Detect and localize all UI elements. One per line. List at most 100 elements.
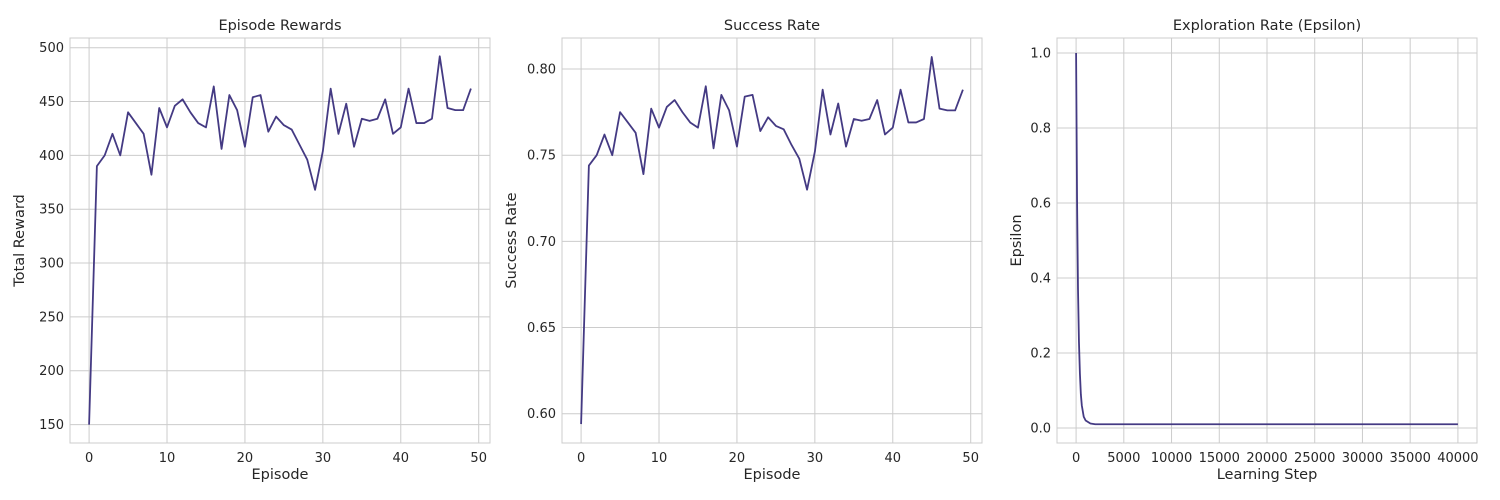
data-point (1075, 52, 1076, 53)
x-tick-label: 40 (885, 451, 902, 466)
x-axis-label: Episode (252, 467, 309, 483)
x-tick-label: 10000 (1151, 451, 1192, 466)
x-tick-label: 40 (393, 451, 410, 466)
data-point (690, 122, 691, 123)
data-point (1085, 420, 1086, 421)
data-point (205, 127, 206, 128)
data-point (682, 112, 683, 113)
data-point (1077, 289, 1078, 290)
data-point (1457, 424, 1458, 425)
data-point (1362, 424, 1363, 425)
data-point (377, 118, 378, 119)
data-point (213, 86, 214, 87)
data-point (135, 122, 136, 123)
chart-3: 0 5000 10000 15000 20000 25000 30000 35000 40000… (1009, 18, 1479, 483)
data-point (853, 118, 854, 119)
data-point (892, 127, 893, 128)
x-tick-label: 0 (577, 451, 585, 466)
y-tick-label: 0.80 (527, 63, 556, 78)
data-point (736, 146, 737, 147)
data-point (408, 88, 409, 89)
data-point (877, 99, 878, 100)
data-point (127, 112, 128, 113)
y-tick-label: 450 (39, 95, 64, 110)
y-tick-label: 400 (39, 149, 64, 164)
data-point (276, 116, 277, 117)
y-tick-label: 0.6 (1030, 197, 1051, 212)
y-tick-label: 0.4 (1030, 272, 1051, 287)
y-tick-label: 350 (39, 203, 64, 218)
y-axis-label: Epsilon (1009, 214, 1025, 266)
data-point (96, 166, 97, 167)
x-tick-label: 10 (159, 451, 176, 466)
plot-frame (561, 37, 983, 444)
series-line (88, 55, 472, 425)
plot-frame (1056, 37, 1478, 444)
data-point (916, 122, 917, 123)
x-tick-label: 25000 (1294, 451, 1335, 466)
data-point (752, 94, 753, 95)
data-point (1123, 424, 1124, 425)
data-point (1171, 424, 1172, 425)
data-point (884, 134, 885, 135)
x-tick-label: 50 (962, 451, 979, 466)
data-point (431, 118, 432, 119)
data-point (1076, 199, 1077, 200)
data-point (923, 118, 924, 119)
data-point (330, 88, 331, 89)
x-tick-label: 40000 (1437, 451, 1478, 466)
data-point (845, 146, 846, 147)
x-tick-label: 30 (315, 451, 332, 466)
y-tick-label: 0.65 (527, 321, 556, 336)
data-point (908, 122, 909, 123)
data-point (612, 155, 613, 156)
data-point (244, 146, 245, 147)
data-point (806, 189, 807, 190)
data-point (939, 108, 940, 109)
y-tick-label: 1.0 (1030, 47, 1051, 62)
data-point (1090, 423, 1091, 424)
data-point (424, 122, 425, 123)
data-point (955, 110, 956, 111)
data-point (791, 144, 792, 145)
y-tick-label: 0.8 (1030, 122, 1051, 137)
data-point (252, 97, 253, 98)
x-tick-label: 0 (1072, 451, 1080, 466)
data-point (237, 110, 238, 111)
data-point (861, 120, 862, 121)
y-tick-label: 0.0 (1030, 422, 1051, 437)
data-point (635, 132, 636, 133)
data-point (260, 94, 261, 95)
data-point (182, 99, 183, 100)
data-point (869, 118, 870, 119)
chart-title: Exploration Rate (Epsilon) (1173, 18, 1361, 34)
series-line (1075, 52, 1458, 426)
data-point (697, 127, 698, 128)
data-point (775, 125, 776, 126)
data-point (221, 148, 222, 149)
data-point (1083, 416, 1084, 417)
data-point (143, 133, 144, 134)
x-tick-label: 20 (729, 451, 746, 466)
data-point (416, 122, 417, 123)
x-tick-label: 20 (237, 451, 254, 466)
data-point (190, 112, 191, 113)
data-point (307, 159, 308, 160)
data-point (705, 86, 706, 87)
y-axis-label: Total Reward (12, 194, 28, 287)
y-tick-label: 150 (39, 418, 64, 433)
data-point (713, 148, 714, 149)
y-tick-label: 500 (39, 41, 64, 56)
x-tick-label: 35000 (1390, 451, 1431, 466)
x-tick-label: 15000 (1199, 451, 1240, 466)
data-point (361, 118, 362, 119)
data-point (439, 56, 440, 57)
data-point (400, 127, 401, 128)
data-point (596, 155, 597, 156)
data-point (299, 144, 300, 145)
data-point (643, 174, 644, 175)
x-tick-label: 30000 (1342, 451, 1383, 466)
y-tick-label: 0.75 (527, 149, 556, 164)
data-point (1095, 424, 1096, 425)
